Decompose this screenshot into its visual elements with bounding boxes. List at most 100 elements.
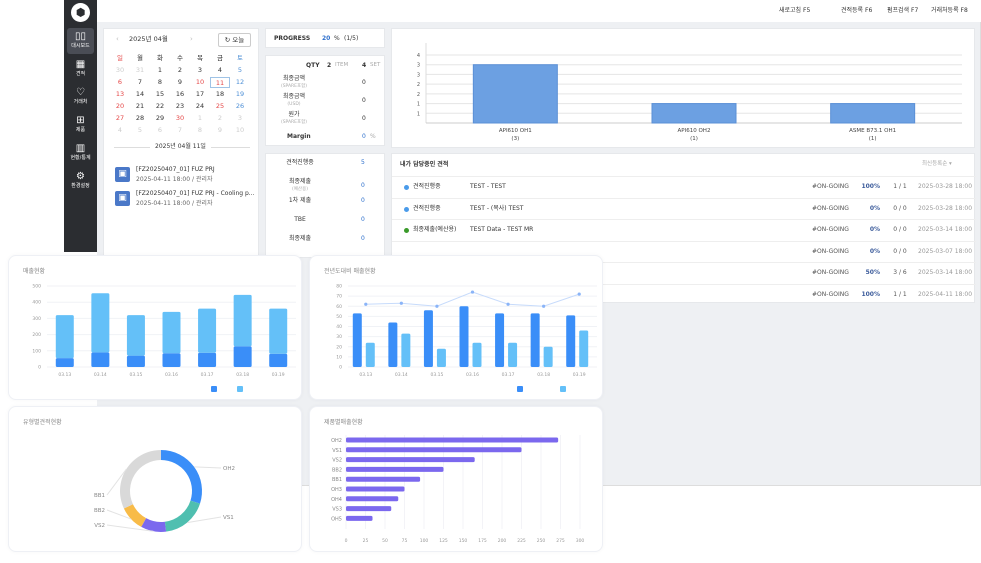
calendar-day[interactable]: 20 xyxy=(115,102,125,110)
quote-row[interactable]: 견적진행중 TEST - (복사) TEST #ON-GOING 0% 0 / 0 202… xyxy=(392,197,976,219)
calendar-day[interactable]: 1 xyxy=(157,66,163,74)
calendar-day[interactable]: 13 xyxy=(115,90,125,98)
product-sales-card: 제품별매출현황 0 25 50 75 100 125 150 175 200 225 250 275 3… xyxy=(309,406,603,552)
amount-sublabel: (USD) xyxy=(287,102,301,107)
status-label: TBE xyxy=(294,216,306,223)
calendar-day[interactable]: 8 xyxy=(197,126,203,134)
calendar-day[interactable]: 3 xyxy=(197,66,203,74)
calendar-day[interactable]: 9 xyxy=(217,126,223,134)
sidebar-item-5[interactable]: ⚙ 환경설정 xyxy=(67,168,94,194)
quote-date: 2025-04-11 18:00 xyxy=(918,290,973,298)
sidebar-item-1[interactable]: ▦ 견적 xyxy=(67,56,94,82)
calendar-day[interactable]: 26 xyxy=(235,102,245,110)
prev-month-button[interactable]: ‹ xyxy=(116,35,119,43)
sidebar-item-0[interactable]: ▯▯ 대시보드 xyxy=(67,28,94,54)
calendar-day[interactable]: 11 xyxy=(210,77,230,88)
calendar-day[interactable]: 6 xyxy=(117,78,123,86)
margin-value: 0 xyxy=(362,133,366,140)
x-tick-label: 03.17 xyxy=(502,372,515,378)
calendar-day[interactable]: 18 xyxy=(215,90,225,98)
calendar-day[interactable]: 4 xyxy=(217,66,223,74)
y-tick-label: 100 xyxy=(32,348,41,354)
calendar-day[interactable]: 30 xyxy=(175,114,185,122)
calendar-day[interactable]: 5 xyxy=(237,66,243,74)
calendar-day[interactable]: 3 xyxy=(237,114,243,122)
bar xyxy=(495,313,505,367)
quote-row[interactable]: #ON-GOING 0% 0 / 0 2025-03-07 18:00 xyxy=(392,240,976,262)
quote-row[interactable]: #ON-GOING 50% 3 / 6 2025-03-14 18:00 xyxy=(392,262,976,283)
calendar-day[interactable]: 2 xyxy=(217,114,223,122)
y-tick-label: OH4 xyxy=(331,497,342,503)
shortcut-new-client[interactable]: 거래처등록 F8 xyxy=(931,7,968,14)
event-item[interactable]: ▣ [FZ20250407_01] FUZ PRJ 2025-04-11 18:00… xyxy=(115,166,255,186)
calendar-day[interactable]: 30 xyxy=(115,66,125,74)
calendar-day[interactable]: 14 xyxy=(135,90,145,98)
bar xyxy=(346,447,522,453)
quote-row[interactable]: 최종제출(예산용) TEST Data - TEST MR #ON-GOING 0% 0… xyxy=(392,219,976,240)
sidebar-item-2[interactable]: ♡ 거래처 xyxy=(67,84,94,110)
y-tick-label: OH2 xyxy=(331,438,342,444)
shortcut-refresh[interactable]: 새로고침 F5 xyxy=(779,7,811,14)
calendar-day[interactable]: 10 xyxy=(195,78,205,86)
calendar-day[interactable]: 19 xyxy=(235,90,245,98)
y-tick-label: OH5 xyxy=(331,516,342,522)
calendar-day[interactable]: 7 xyxy=(137,78,143,86)
quote-progress: 0% xyxy=(869,247,880,255)
calendar-day[interactable]: 12 xyxy=(235,78,245,86)
calendar-day[interactable]: 22 xyxy=(155,102,165,110)
calendar-day[interactable]: 29 xyxy=(155,114,165,122)
calendar-day[interactable]: 15 xyxy=(155,90,165,98)
calendar-day[interactable]: 7 xyxy=(177,126,183,134)
calendar-day[interactable]: 27 xyxy=(115,114,125,122)
shortcut-new-quote[interactable]: 견적등록 F6 xyxy=(841,7,873,14)
calendar-day[interactable]: 31 xyxy=(135,66,145,74)
sidebar-item-3[interactable]: ⊞ 제품 xyxy=(67,112,94,138)
quote-name: TEST - (복사) TEST xyxy=(470,204,524,212)
event-item[interactable]: ▣ [FZ20250407_01] FUZ PRJ - Cooling p... 2… xyxy=(115,190,255,210)
today-button[interactable]: ↻ 오늘 xyxy=(218,33,251,47)
y-tick-label: 80 xyxy=(336,284,342,290)
bar-segment xyxy=(91,293,110,353)
sidebar-item-label: 견적 xyxy=(75,71,86,77)
gear-icon: ⚙ xyxy=(76,171,85,182)
calendar-day[interactable]: 1 xyxy=(197,114,203,122)
quote-row[interactable]: #ON-GOING 100% 1 / 1 2025-04-11 18:00 xyxy=(392,283,976,305)
calendar-day[interactable]: 8 xyxy=(157,78,163,86)
sales-chart: 0 100 200 300 400 500 03.13 03.14 03.15 03.16 03.1… xyxy=(32,284,296,392)
quote-progress: 0% xyxy=(869,226,880,233)
sort-dropdown[interactable]: 최신등록순 ▾ xyxy=(922,161,952,167)
next-month-button[interactable]: › xyxy=(190,35,193,43)
calendar-day[interactable]: 4 xyxy=(117,126,123,134)
bar-segment xyxy=(55,358,74,367)
bar-segment xyxy=(126,315,145,356)
selected-date: 2025년 04월 11일 xyxy=(150,143,211,151)
today-label: 오늘 xyxy=(232,36,245,44)
bar xyxy=(830,103,916,124)
bar xyxy=(346,437,559,443)
calendar-day[interactable]: 21 xyxy=(135,102,145,110)
calendar-day[interactable]: 28 xyxy=(135,114,145,122)
status-value: 0 xyxy=(361,216,365,223)
calendar-day[interactable]: 23 xyxy=(175,102,185,110)
calendar-day[interactable]: 25 xyxy=(215,102,225,110)
calendar-day[interactable]: 10 xyxy=(235,126,245,134)
shortcut-pump-search[interactable]: 펌프검색 F7 xyxy=(887,7,919,14)
amount-sublabel: (SPARE포함) xyxy=(280,120,308,125)
margin-unit: % xyxy=(370,133,376,140)
calendar-day[interactable]: 17 xyxy=(195,90,205,98)
bar-segment xyxy=(162,311,181,354)
calendar-day[interactable]: 16 xyxy=(175,90,185,98)
calendar-day[interactable]: 9 xyxy=(177,78,183,86)
quote-row[interactable]: 견적진행중 TEST - TEST #ON-GOING 100% 1 / 1 2025-0… xyxy=(392,176,976,197)
calendar-day[interactable]: 5 xyxy=(137,126,143,134)
quote-progress: 100% xyxy=(861,290,880,298)
x-tick-label: 03.13 xyxy=(359,372,372,378)
sidebar-item-4[interactable]: ▥ 현황/통계 xyxy=(67,140,94,166)
calendar-day[interactable]: 2 xyxy=(177,66,183,74)
quote-count: 0 / 0 xyxy=(893,247,907,255)
quote-count: 1 / 1 xyxy=(893,183,907,190)
calendar-day[interactable]: 6 xyxy=(157,126,163,134)
logo-icon[interactable]: ⬢ xyxy=(71,3,90,22)
calendar-day[interactable]: 24 xyxy=(195,102,205,110)
donut-slice xyxy=(161,450,202,504)
